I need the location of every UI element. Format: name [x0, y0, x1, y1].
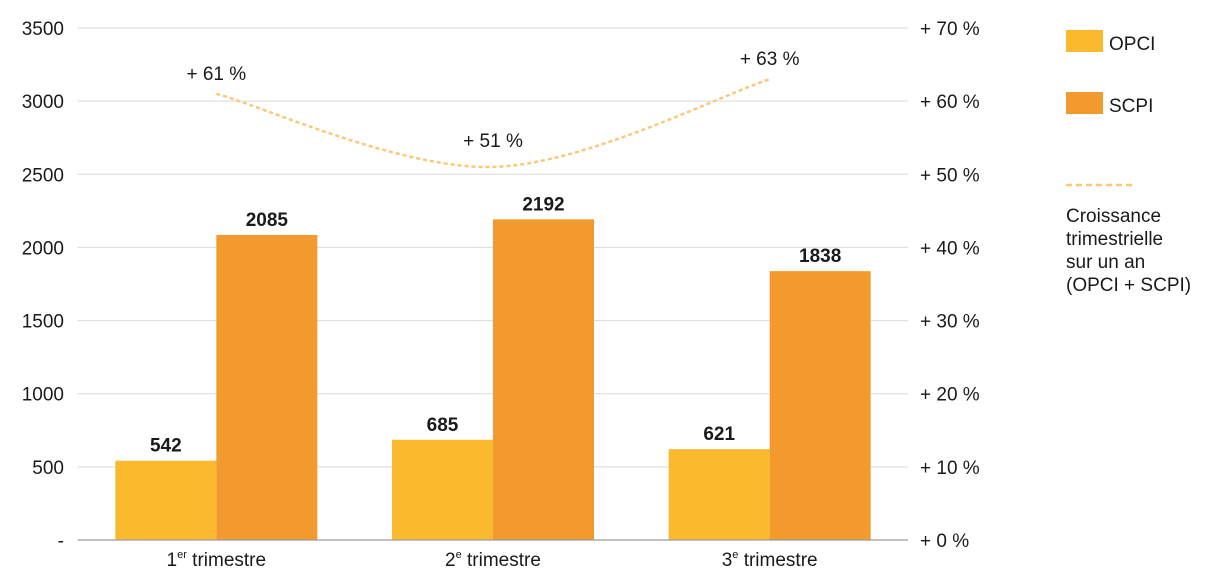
- left-axis: - 500 1000 1500 2000 2500 3000 3500: [22, 19, 64, 552]
- category-label: 3e trimestre: [722, 549, 818, 570]
- right-tick-label: + 70 %: [920, 19, 980, 40]
- growth-line: [216, 78, 771, 169]
- bar-value-label: 2085: [246, 210, 289, 231]
- right-tick-label: + 20 %: [920, 385, 980, 406]
- bars: [115, 219, 871, 540]
- category-label: 1er trimestre: [167, 549, 267, 570]
- growth-line-path: [216, 78, 771, 169]
- category-number: 1: [167, 550, 178, 570]
- right-tick-label: + 40 %: [920, 238, 980, 259]
- category-text: trimestre: [462, 550, 541, 570]
- category-superscript: e: [456, 549, 462, 561]
- legend-line-label: Croissance: [1066, 206, 1161, 227]
- category-label: 2e trimestre: [445, 549, 541, 570]
- category-number: 3: [722, 550, 733, 570]
- data-labels: 542 2085 685 2192 621 1838 + 61 % + 51 % + 63 %: [150, 49, 841, 457]
- legend-swatch-scpi: [1066, 92, 1103, 114]
- category-text: trimestre: [738, 550, 817, 570]
- legend-line-label: sur un an: [1066, 252, 1145, 273]
- category-superscript: er: [177, 549, 187, 561]
- legend-label: OPCI: [1109, 34, 1155, 55]
- bar-value-label: 685: [427, 415, 459, 436]
- left-tick-label: 2500: [22, 165, 64, 186]
- left-tick-label: -: [58, 531, 64, 552]
- legend-label: SCPI: [1109, 96, 1153, 117]
- left-tick-label: 3500: [22, 19, 64, 40]
- category-superscript: e: [732, 549, 738, 561]
- bar-scpi: [493, 219, 594, 540]
- right-tick-label: + 50 %: [920, 165, 980, 186]
- bar-value-label: 1838: [799, 246, 841, 267]
- growth-value-label: + 51 %: [463, 131, 523, 152]
- right-tick-label: + 10 %: [920, 458, 980, 479]
- bar-value-label: 621: [703, 424, 735, 445]
- category-number: 2: [445, 550, 456, 570]
- bar-opci: [668, 449, 770, 540]
- bar-opci: [392, 439, 493, 540]
- left-tick-label: 3000: [22, 92, 64, 113]
- bar-value-label: 2192: [522, 194, 564, 215]
- bar-scpi: [216, 234, 318, 540]
- right-tick-label: + 30 %: [920, 312, 980, 333]
- left-tick-label: 2000: [22, 238, 64, 259]
- bar-value-label: 542: [150, 436, 182, 457]
- left-tick-label: 1500: [22, 312, 64, 333]
- right-axis: + 0 % + 10 % + 20 % + 30 % + 40 % + 50 % + 60 …: [920, 19, 980, 552]
- left-tick-label: 1000: [22, 385, 64, 406]
- right-tick-label: + 0 %: [920, 531, 969, 552]
- legend-swatch-opci: [1066, 30, 1103, 52]
- legend-line-label: (OPCI + SCPI): [1066, 275, 1191, 296]
- bar-opci: [115, 460, 217, 540]
- left-tick-label: 500: [32, 458, 64, 479]
- growth-value-label: + 61 %: [186, 64, 246, 85]
- right-tick-label: + 60 %: [920, 92, 980, 113]
- growth-value-label: + 63 %: [740, 49, 800, 70]
- bar-scpi: [769, 271, 871, 540]
- x-axis: 1er trimestre 2e trimestre 3e trimestre: [78, 539, 908, 570]
- category-text: trimestre: [187, 550, 266, 570]
- legend-line-label: trimestrielle: [1066, 229, 1163, 250]
